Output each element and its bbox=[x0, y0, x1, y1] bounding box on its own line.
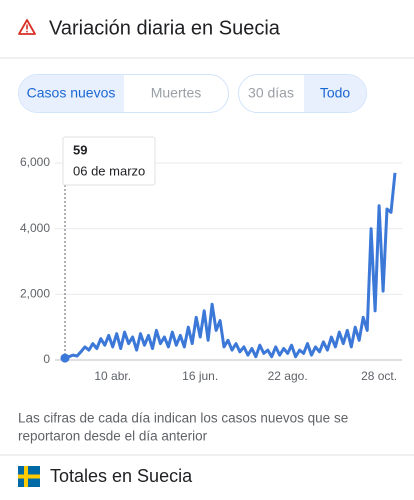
x-tick-label: 10 abr. bbox=[94, 369, 131, 383]
tooltip-value: 59 bbox=[73, 142, 87, 157]
tooltip-box bbox=[62, 136, 156, 186]
x-tick-label: 22 ago. bbox=[268, 369, 308, 383]
tab-casos[interactable]: Casos nuevos bbox=[27, 85, 116, 101]
selected-range-bg bbox=[304, 75, 367, 112]
x-tick-label: 16 jun. bbox=[182, 369, 218, 383]
tab-todo[interactable]: Todo bbox=[320, 85, 351, 101]
warning-dot bbox=[26, 30, 28, 33]
footer-title: Totales en Suecia bbox=[50, 466, 193, 486]
hover-dot bbox=[60, 353, 70, 363]
flag-cross bbox=[18, 474, 40, 479]
footnote-line: Las cifras de cada día indican los casos… bbox=[18, 411, 348, 426]
x-tick-label: 28 oct. bbox=[361, 369, 397, 383]
tab-muertes[interactable]: Muertes bbox=[151, 85, 202, 101]
selected-tab-bg bbox=[19, 75, 125, 112]
tooltip: 59 06 de marzo bbox=[62, 136, 156, 186]
header-title: Variación diaria en Suecia bbox=[49, 17, 281, 39]
line-series bbox=[64, 172, 397, 360]
y-tick-label: 0 bbox=[43, 352, 50, 366]
y-tick-label: 6,000 bbox=[20, 155, 50, 169]
tooltip-date: 06 de marzo bbox=[73, 163, 145, 178]
y-tick-label: 4,000 bbox=[20, 221, 50, 235]
warning-mark bbox=[26, 24, 28, 30]
warning-icon bbox=[18, 19, 36, 35]
chart: 0 2,000 4,000 6,000 10 abr. 16 jun. 22 ago. 28 … bbox=[20, 136, 402, 383]
tab-30-dias[interactable]: 30 días bbox=[248, 85, 294, 101]
y-tick-label: 2,000 bbox=[20, 287, 50, 301]
footnote-line: reportaron desde el día anterior bbox=[18, 429, 208, 444]
